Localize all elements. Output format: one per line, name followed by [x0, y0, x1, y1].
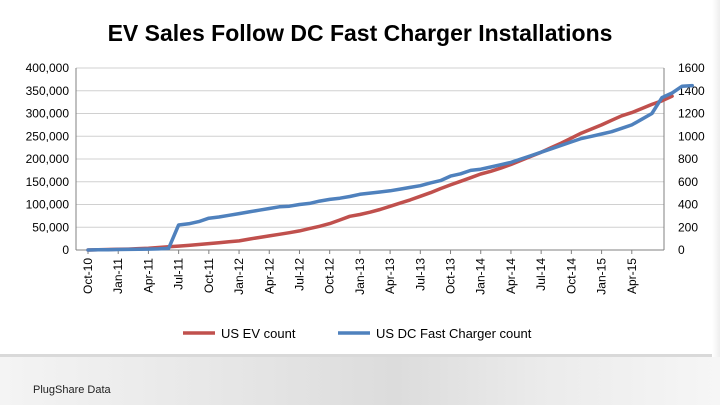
left-tick-label: 350,000: [26, 84, 70, 98]
x-tick-label: Oct-11: [202, 258, 216, 293]
x-tick-label: Jan-11: [111, 258, 125, 294]
axes: [75, 68, 665, 254]
x-tick-label: Jan-12: [232, 258, 246, 295]
x-tick-label: Jul-14: [534, 258, 548, 291]
right-tick-label: 1600: [678, 61, 705, 75]
x-tick-label: Oct-12: [323, 258, 337, 294]
left-tick-label: 300,000: [26, 107, 70, 121]
right-tick-label: 200: [678, 220, 698, 234]
left-axis-ticks: 0 50,000 100,000 150,000 200,000 250,000 300,0…: [26, 61, 70, 257]
footer-band: [0, 357, 720, 405]
legend: US EV count US DC Fast Charger count: [183, 326, 532, 341]
ev-count-line: [86, 94, 674, 252]
x-tick-label: Apr-15: [625, 258, 639, 294]
left-tick-label: 50,000: [32, 220, 69, 234]
grid-lines: [76, 67, 664, 228]
legend-label: US DC Fast Charger count: [376, 326, 532, 341]
right-tick-label: 1000: [678, 129, 705, 143]
left-tick-label: 0: [62, 243, 69, 257]
right-tick-label: 400: [678, 198, 698, 212]
x-tick-label: Jul-13: [413, 258, 427, 291]
legend-label: US EV count: [221, 326, 296, 341]
source-note: PlugShare Data: [33, 384, 111, 396]
right-tick-label: 0: [678, 243, 685, 257]
right-tick-label: 1200: [678, 107, 705, 121]
left-tick-label: 100,000: [26, 198, 70, 212]
left-tick-label: 150,000: [26, 175, 70, 189]
charger-count-line: [86, 83, 694, 252]
right-tick-label: 600: [678, 175, 698, 189]
x-tick-label: Apr-11: [141, 258, 155, 293]
x-tick-label: Oct-10: [81, 258, 95, 294]
slide-edge: [712, 0, 720, 357]
x-tick-label: Oct-13: [444, 258, 458, 294]
series-layer: [86, 83, 694, 252]
x-tick-label: Jan-15: [595, 258, 609, 295]
x-tick-label: Jan-13: [353, 258, 367, 295]
x-tick-label: Apr-12: [262, 258, 276, 294]
right-tick-label: 800: [678, 152, 698, 166]
chart-title: EV Sales Follow DC Fast Charger Installa…: [108, 20, 613, 46]
x-tick-label: Apr-14: [504, 258, 518, 294]
left-tick-label: 200,000: [26, 152, 70, 166]
slide-divider: [0, 354, 720, 357]
x-tick-label: Jul-12: [292, 258, 306, 291]
x-tick-label: Jan-14: [474, 258, 488, 295]
ev-charger-chart: EV Sales Follow DC Fast Charger Installa…: [26, 20, 705, 341]
x-tick-label: Jul-11: [172, 258, 186, 290]
x-tick-label: Oct-14: [564, 258, 578, 294]
x-tick-label: Apr-13: [383, 258, 397, 294]
left-tick-label: 400,000: [26, 61, 70, 75]
x-axis-ticks: Oct-10 Jan-11 Apr-11 Jul-11 Oct-11 Jan-12 Apr-…: [81, 258, 639, 295]
left-tick-label: 250,000: [26, 129, 70, 143]
